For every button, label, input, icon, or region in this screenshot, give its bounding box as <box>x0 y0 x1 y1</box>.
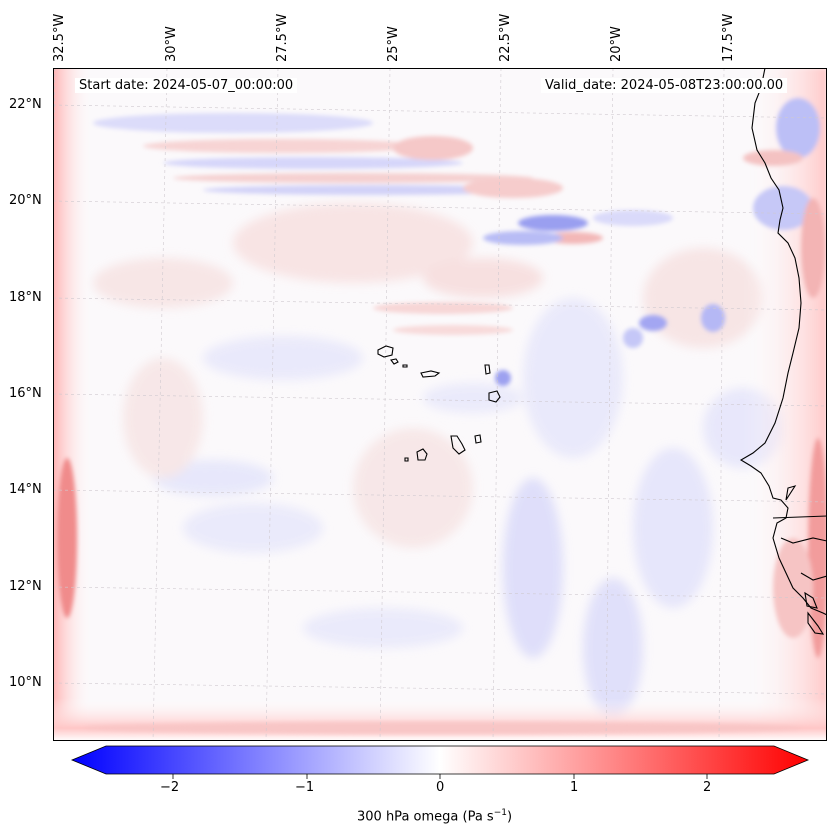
colorbar-bar <box>70 745 810 775</box>
colorbar-tick-label: −1 <box>295 780 315 795</box>
island-boa-vista <box>488 390 501 403</box>
omega-band-left-strong <box>57 458 77 618</box>
colorbar-tick-label: 1 <box>570 780 579 795</box>
colorbar-tick-label: 0 <box>436 780 445 795</box>
island-sao-vicente <box>390 358 399 365</box>
lat-label-14n: 14°N <box>9 482 42 497</box>
omega-bands-top <box>93 113 725 386</box>
cape-verde-islands <box>377 345 501 462</box>
island-santiago <box>450 435 466 455</box>
lat-label-12n: 12°N <box>9 579 42 594</box>
colorbar-tick-label: −2 <box>160 780 180 795</box>
map-frame <box>53 68 827 741</box>
omega-band-left <box>53 68 93 741</box>
lon-label-22-5w: 22.5°W <box>498 13 513 62</box>
colorbar-label-exponent: −1 <box>493 808 507 818</box>
island-brava <box>404 457 409 462</box>
colorbar-label: 300 hPa omega (Pa s−1) <box>357 808 512 824</box>
island-sal <box>484 364 491 375</box>
island-maio <box>474 434 482 444</box>
lat-label-18n: 18°N <box>9 290 42 305</box>
island-santa-luzia <box>402 364 408 368</box>
valid-date-label: Valid_date: 2024-05-08T23:00:00.00 <box>541 78 788 93</box>
colorbar-ticks <box>172 774 708 779</box>
lat-label-22n: 22°N <box>9 97 42 112</box>
lon-label-20w: 20°W <box>609 26 624 62</box>
lat-label-20n: 20°N <box>9 193 42 208</box>
island-fogo <box>416 448 428 461</box>
island-santo-antao <box>377 345 394 358</box>
omega-bands-right <box>743 68 827 741</box>
colorbar-tick-label: 2 <box>703 780 712 795</box>
african-coastline <box>739 68 827 635</box>
lat-label-10n: 10°N <box>9 675 42 690</box>
island-sao-nicolau <box>420 370 441 378</box>
lon-label-32-5w: 32.5°W <box>52 13 67 62</box>
omega-band-bottom <box>53 698 827 741</box>
gridlines <box>53 68 827 741</box>
start-date-label: Start date: 2024-05-07_00:00:00 <box>75 78 298 93</box>
lon-label-27-5w: 27.5°W <box>275 13 290 62</box>
omega-map <box>53 68 827 741</box>
lon-label-25w: 25°W <box>386 26 401 62</box>
lon-label-17-5w: 17.5°W <box>721 13 736 62</box>
omega-field <box>93 203 783 718</box>
lat-label-16n: 16°N <box>9 386 42 401</box>
lon-label-30w: 30°W <box>164 26 179 62</box>
colorbar-label-end: ) <box>506 809 513 825</box>
colorbar-label-text: 300 hPa omega (Pa s <box>357 809 494 825</box>
